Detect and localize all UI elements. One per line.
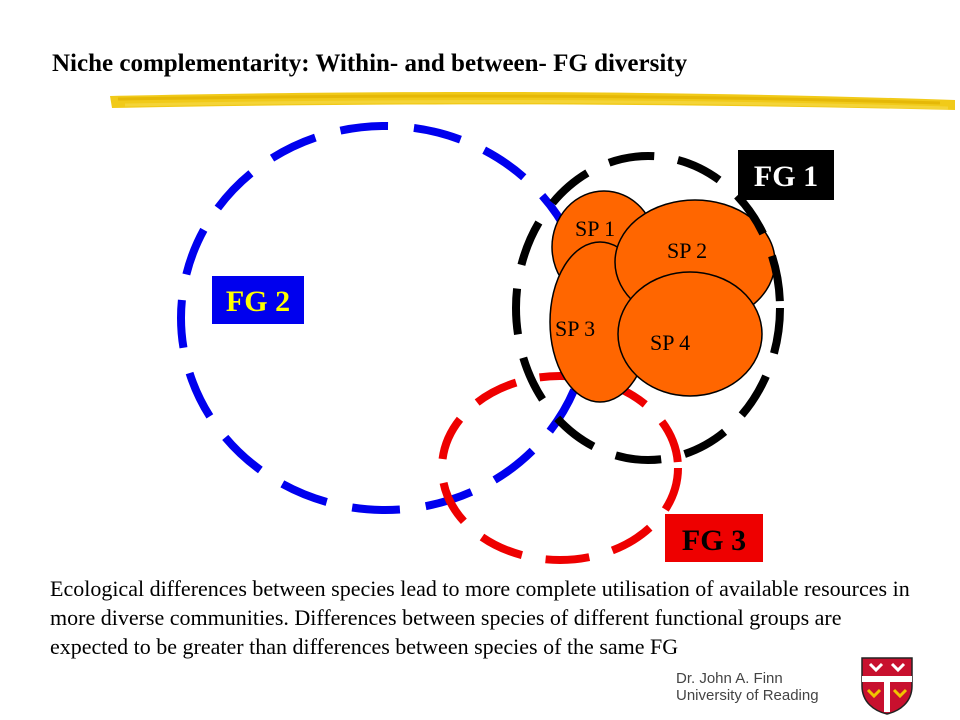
species-label-sp2: SP 2: [667, 238, 707, 263]
fg3-ring: [438, 372, 682, 564]
species-label-sp4: SP 4: [650, 330, 690, 355]
author-institution: University of Reading: [676, 687, 819, 704]
species-cluster: [549, 190, 776, 403]
fg1-ring: [512, 152, 784, 464]
fg1-label: FG 1: [738, 150, 834, 200]
author-credit: Dr. John A. Finn University of Reading: [676, 670, 819, 704]
title-underline: [110, 92, 955, 110]
author-name: Dr. John A. Finn: [676, 670, 783, 687]
university-crest-icon: [861, 657, 913, 715]
species-label-sp3: SP 3: [555, 316, 595, 341]
slide-title: Niche complementarity: Within- and betwe…: [52, 50, 688, 77]
species-label-sp1: SP 1: [575, 216, 615, 241]
svg-text:FG 1: FG 1: [754, 160, 818, 193]
fg2-label: FG 2: [212, 276, 304, 324]
svg-text:FG 2: FG 2: [226, 285, 290, 318]
svg-text:FG 3: FG 3: [682, 524, 746, 557]
fg3-label: FG 3: [665, 514, 763, 562]
species-sp4: [617, 271, 763, 397]
body-text: Ecological differences between species l…: [50, 576, 910, 659]
